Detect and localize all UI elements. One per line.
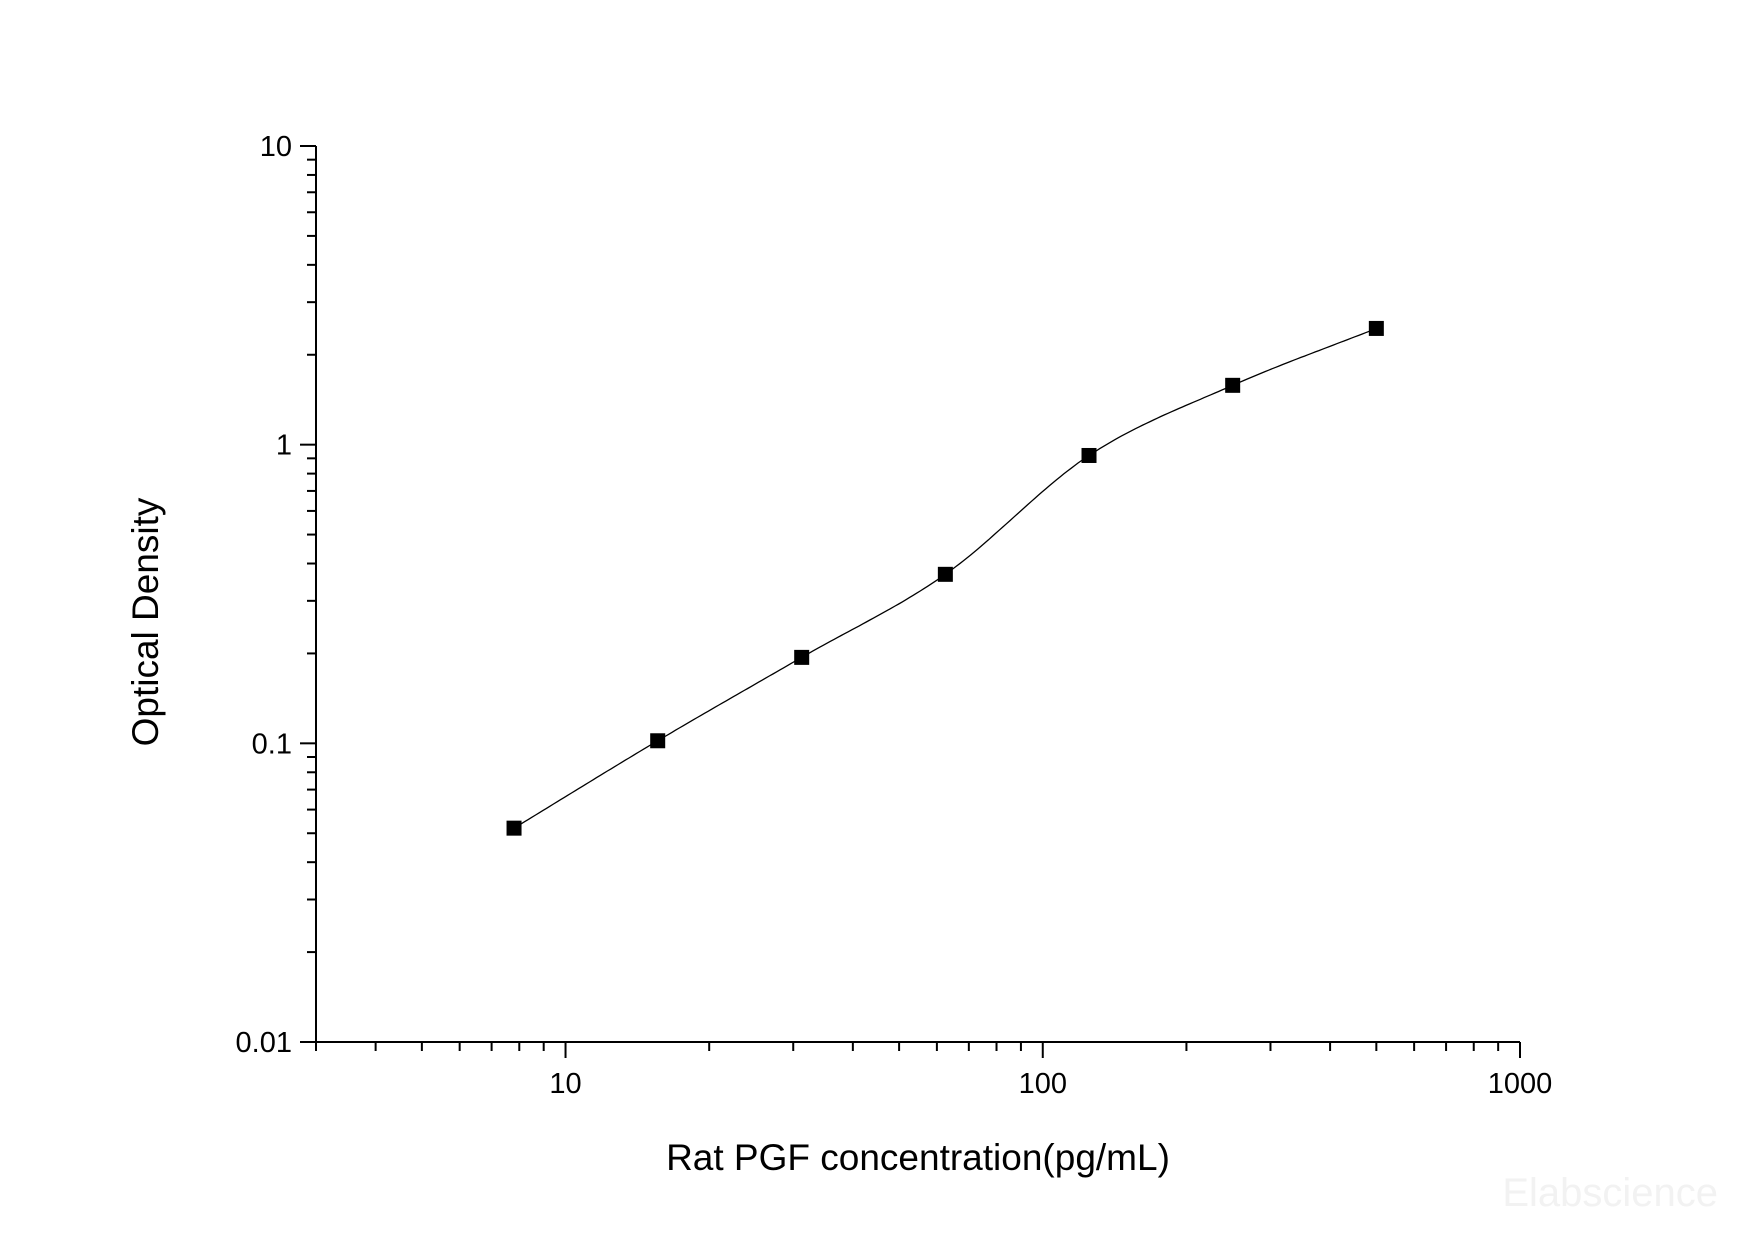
y-tick-label: 10 <box>260 131 292 163</box>
data-point-marker <box>1368 320 1384 336</box>
watermark-logo: Elabscience <box>1502 1171 1718 1215</box>
data-point-marker <box>937 566 953 582</box>
y-axis-title: Optical Density <box>125 497 166 746</box>
y-tick-label: 0.01 <box>236 1027 292 1059</box>
data-point-marker <box>506 820 522 836</box>
data-point-marker <box>1081 447 1097 463</box>
data-point-marker <box>794 649 810 665</box>
data-markers <box>506 320 1384 836</box>
y-axis: 0.01 0.1 1 10 <box>236 131 317 1059</box>
plot-area: 10 100 1000 0.01 0.1 1 10 <box>236 131 1553 1100</box>
x-axis-title: Rat PGF concentration(pg/mL) <box>666 1137 1170 1178</box>
data-point-marker <box>1225 377 1241 393</box>
y-tick-label: 1 <box>276 430 292 462</box>
y-tick-label: 0.1 <box>252 728 292 760</box>
x-tick-label: 100 <box>1019 1068 1067 1100</box>
data-point-marker <box>650 733 666 749</box>
x-tick-label: 10 <box>549 1068 581 1100</box>
x-tick-label: 1000 <box>1488 1068 1553 1100</box>
x-axis: 10 100 1000 <box>315 1041 1553 1100</box>
